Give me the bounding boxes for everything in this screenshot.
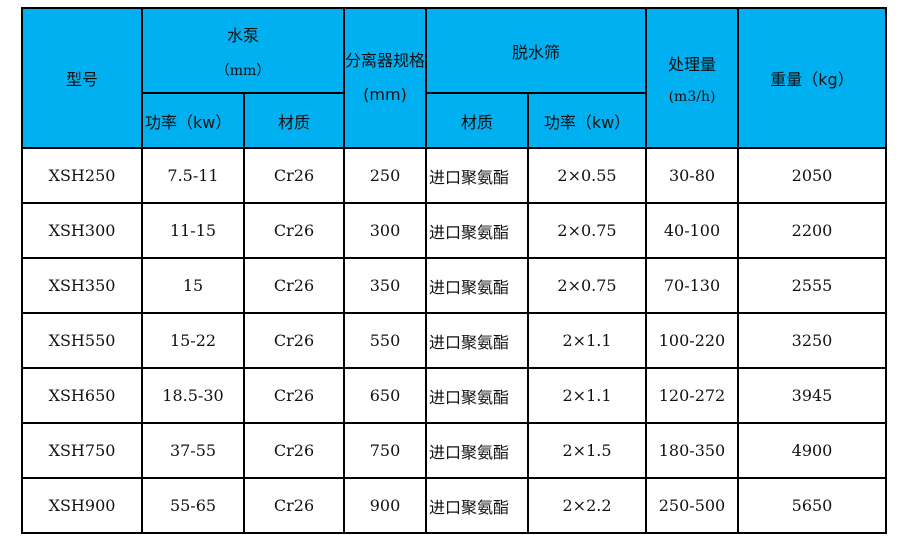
cell-separator: 650 — [343, 367, 427, 424]
cell-separator: 250 — [343, 147, 427, 204]
cell-pump-power: 7.5-11 — [141, 147, 245, 204]
cell-model: XSH550 — [21, 312, 143, 369]
cell-screen-power: 2×2.2 — [527, 477, 647, 534]
cell-separator: 750 — [343, 422, 427, 479]
header-screen-material: 材质 — [425, 92, 529, 149]
header-pump-unit: （mm） — [215, 62, 271, 79]
cell-screen-power: 2×1.1 — [527, 312, 647, 369]
cell-capacity: 120-272 — [645, 367, 739, 424]
cell-capacity: 70-130 — [645, 257, 739, 314]
cell-model: XSH300 — [21, 202, 143, 259]
cell-pump-material: Cr26 — [243, 312, 345, 369]
cell-pump-material: Cr26 — [243, 202, 345, 259]
cell-weight: 3250 — [737, 312, 887, 369]
cell-screen-power: 2×0.75 — [527, 202, 647, 259]
cell-weight: 2555 — [737, 257, 887, 314]
cell-screen-material: 进口聚氨酯 — [425, 422, 529, 479]
cell-capacity: 40-100 — [645, 202, 739, 259]
cell-pump-power: 37-55 — [141, 422, 245, 479]
table-row: XSH350 15 Cr26 350 进口聚氨酯 2×0.75 70-130 2555 — [21, 257, 887, 314]
cell-model: XSH900 — [21, 477, 143, 534]
cell-screen-material: 进口聚氨酯 — [425, 477, 529, 534]
cell-model: XSH650 — [21, 367, 143, 424]
cell-pump-power: 15-22 — [141, 312, 245, 369]
cell-pump-material: Cr26 — [243, 422, 345, 479]
table-row: XSH300 11-15 Cr26 300 进口聚氨酯 2×0.75 40-100 2200 — [21, 202, 887, 259]
cell-weight: 2050 — [737, 147, 887, 204]
header-pump-power: 功率（kw） — [141, 92, 245, 149]
cell-screen-material: 进口聚氨酯 — [425, 257, 529, 314]
cell-separator: 550 — [343, 312, 427, 369]
cell-capacity: 250-500 — [645, 477, 739, 534]
cell-screen-power: 2×0.55 — [527, 147, 647, 204]
table-row: XSH250 7.5-11 Cr26 250 进口聚氨酯 2×0.55 30-80 2050 — [21, 147, 887, 204]
cell-separator: 900 — [343, 477, 427, 534]
table-row: XSH650 18.5-30 Cr26 650 进口聚氨酯 2×1.1 120-272 394… — [21, 367, 887, 424]
cell-pump-material: Cr26 — [243, 477, 345, 534]
table-row: XSH550 15-22 Cr26 550 进口聚氨酯 2×1.1 100-220 3250 — [21, 312, 887, 369]
cell-screen-material: 进口聚氨酯 — [425, 312, 529, 369]
cell-screen-power: 2×1.5 — [527, 422, 647, 479]
header-capacity-unit: (m3/h) — [668, 89, 716, 105]
cell-separator: 300 — [343, 202, 427, 259]
cell-screen-power: 2×0.75 — [527, 257, 647, 314]
table-row: XSH900 55-65 Cr26 900 进口聚氨酯 2×2.2 250-500 5650 — [21, 477, 887, 534]
cell-pump-material: Cr26 — [243, 367, 345, 424]
spec-table: 型号 水泵 （mm） 分离器规格(mm) 脱水筛 处理量 (m3/h) 重量（kg）… — [21, 7, 887, 534]
cell-model: XSH250 — [21, 147, 143, 204]
cell-weight: 4900 — [737, 422, 887, 479]
header-separator: 分离器规格(mm) — [343, 7, 427, 149]
header-pump: 水泵 （mm） — [141, 7, 345, 94]
cell-model: XSH750 — [21, 422, 143, 479]
cell-screen-material: 进口聚氨酯 — [425, 147, 529, 204]
header-model: 型号 — [21, 7, 143, 149]
cell-screen-power: 2×1.1 — [527, 367, 647, 424]
cell-pump-power: 15 — [141, 257, 245, 314]
cell-pump-material: Cr26 — [243, 147, 345, 204]
header-screen: 脱水筛 — [425, 7, 647, 94]
cell-capacity: 180-350 — [645, 422, 739, 479]
cell-screen-material: 进口聚氨酯 — [425, 202, 529, 259]
cell-model: XSH350 — [21, 257, 143, 314]
cell-weight: 3945 — [737, 367, 887, 424]
cell-separator: 350 — [343, 257, 427, 314]
cell-screen-material: 进口聚氨酯 — [425, 367, 529, 424]
table-row: XSH750 37-55 Cr26 750 进口聚氨酯 2×1.5 180-350 4900 — [21, 422, 887, 479]
cell-weight: 2200 — [737, 202, 887, 259]
cell-pump-power: 55-65 — [141, 477, 245, 534]
header-capacity: 处理量 (m3/h) — [645, 7, 739, 149]
cell-pump-material: Cr26 — [243, 257, 345, 314]
cell-capacity: 30-80 — [645, 147, 739, 204]
header-screen-power: 功率（kw） — [527, 92, 647, 149]
header-pump-material: 材质 — [243, 92, 345, 149]
header-pump-title: 水泵 — [226, 25, 259, 45]
cell-capacity: 100-220 — [645, 312, 739, 369]
cell-pump-power: 18.5-30 — [141, 367, 245, 424]
cell-weight: 5650 — [737, 477, 887, 534]
header-weight: 重量（kg） — [737, 7, 887, 149]
cell-pump-power: 11-15 — [141, 202, 245, 259]
header-capacity-title: 处理量 — [667, 55, 716, 74]
